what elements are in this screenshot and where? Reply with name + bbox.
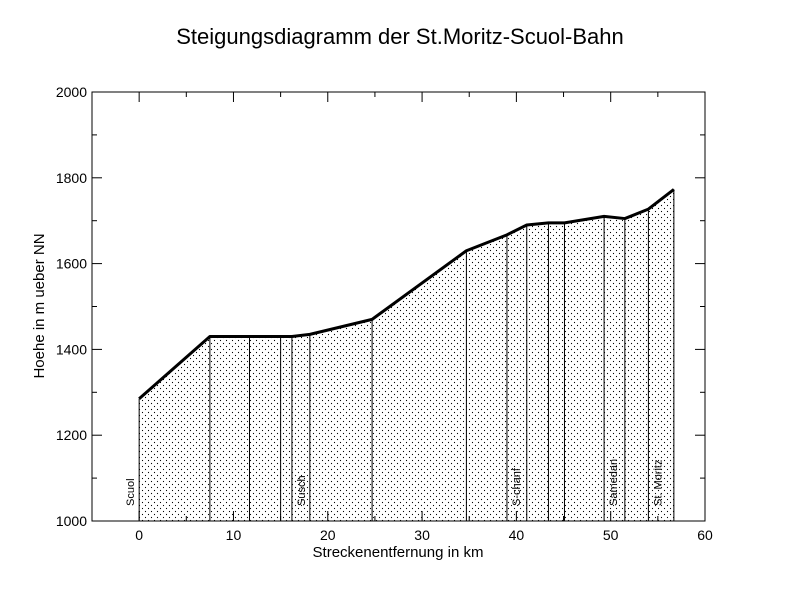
y-tick-label: 1800 <box>56 170 87 186</box>
station-label: St. Moritz <box>652 460 664 506</box>
area-fill <box>139 189 674 521</box>
station-label: S-chanf <box>511 467 523 506</box>
x-tick-label: 50 <box>603 527 619 543</box>
x-tick-label: 20 <box>320 527 336 543</box>
x-tick-label: 30 <box>414 527 430 543</box>
y-tick-label: 1400 <box>56 341 87 357</box>
station-label: Samedan <box>608 459 620 506</box>
profile-line <box>138 188 675 400</box>
x-tick-label: 60 <box>697 527 713 543</box>
x-axis-label: Streckenentfernung in km <box>313 544 484 561</box>
station-label: Scuol <box>125 478 137 506</box>
y-tick-label: 1600 <box>56 256 87 272</box>
x-tick-label: 10 <box>226 527 242 543</box>
y-tick-label: 2000 <box>56 84 87 100</box>
y-tick-label: 1200 <box>56 427 87 443</box>
station-label: Susch <box>296 475 308 506</box>
y-axis-label: Hoehe in m ueber NN <box>31 233 48 378</box>
x-tick-label: 40 <box>509 527 525 543</box>
y-tick-label: 1000 <box>56 513 87 529</box>
chart-title: Steigungsdiagramm der St.Moritz-Scuol-Ba… <box>176 24 624 49</box>
x-tick-label: 0 <box>135 527 143 543</box>
